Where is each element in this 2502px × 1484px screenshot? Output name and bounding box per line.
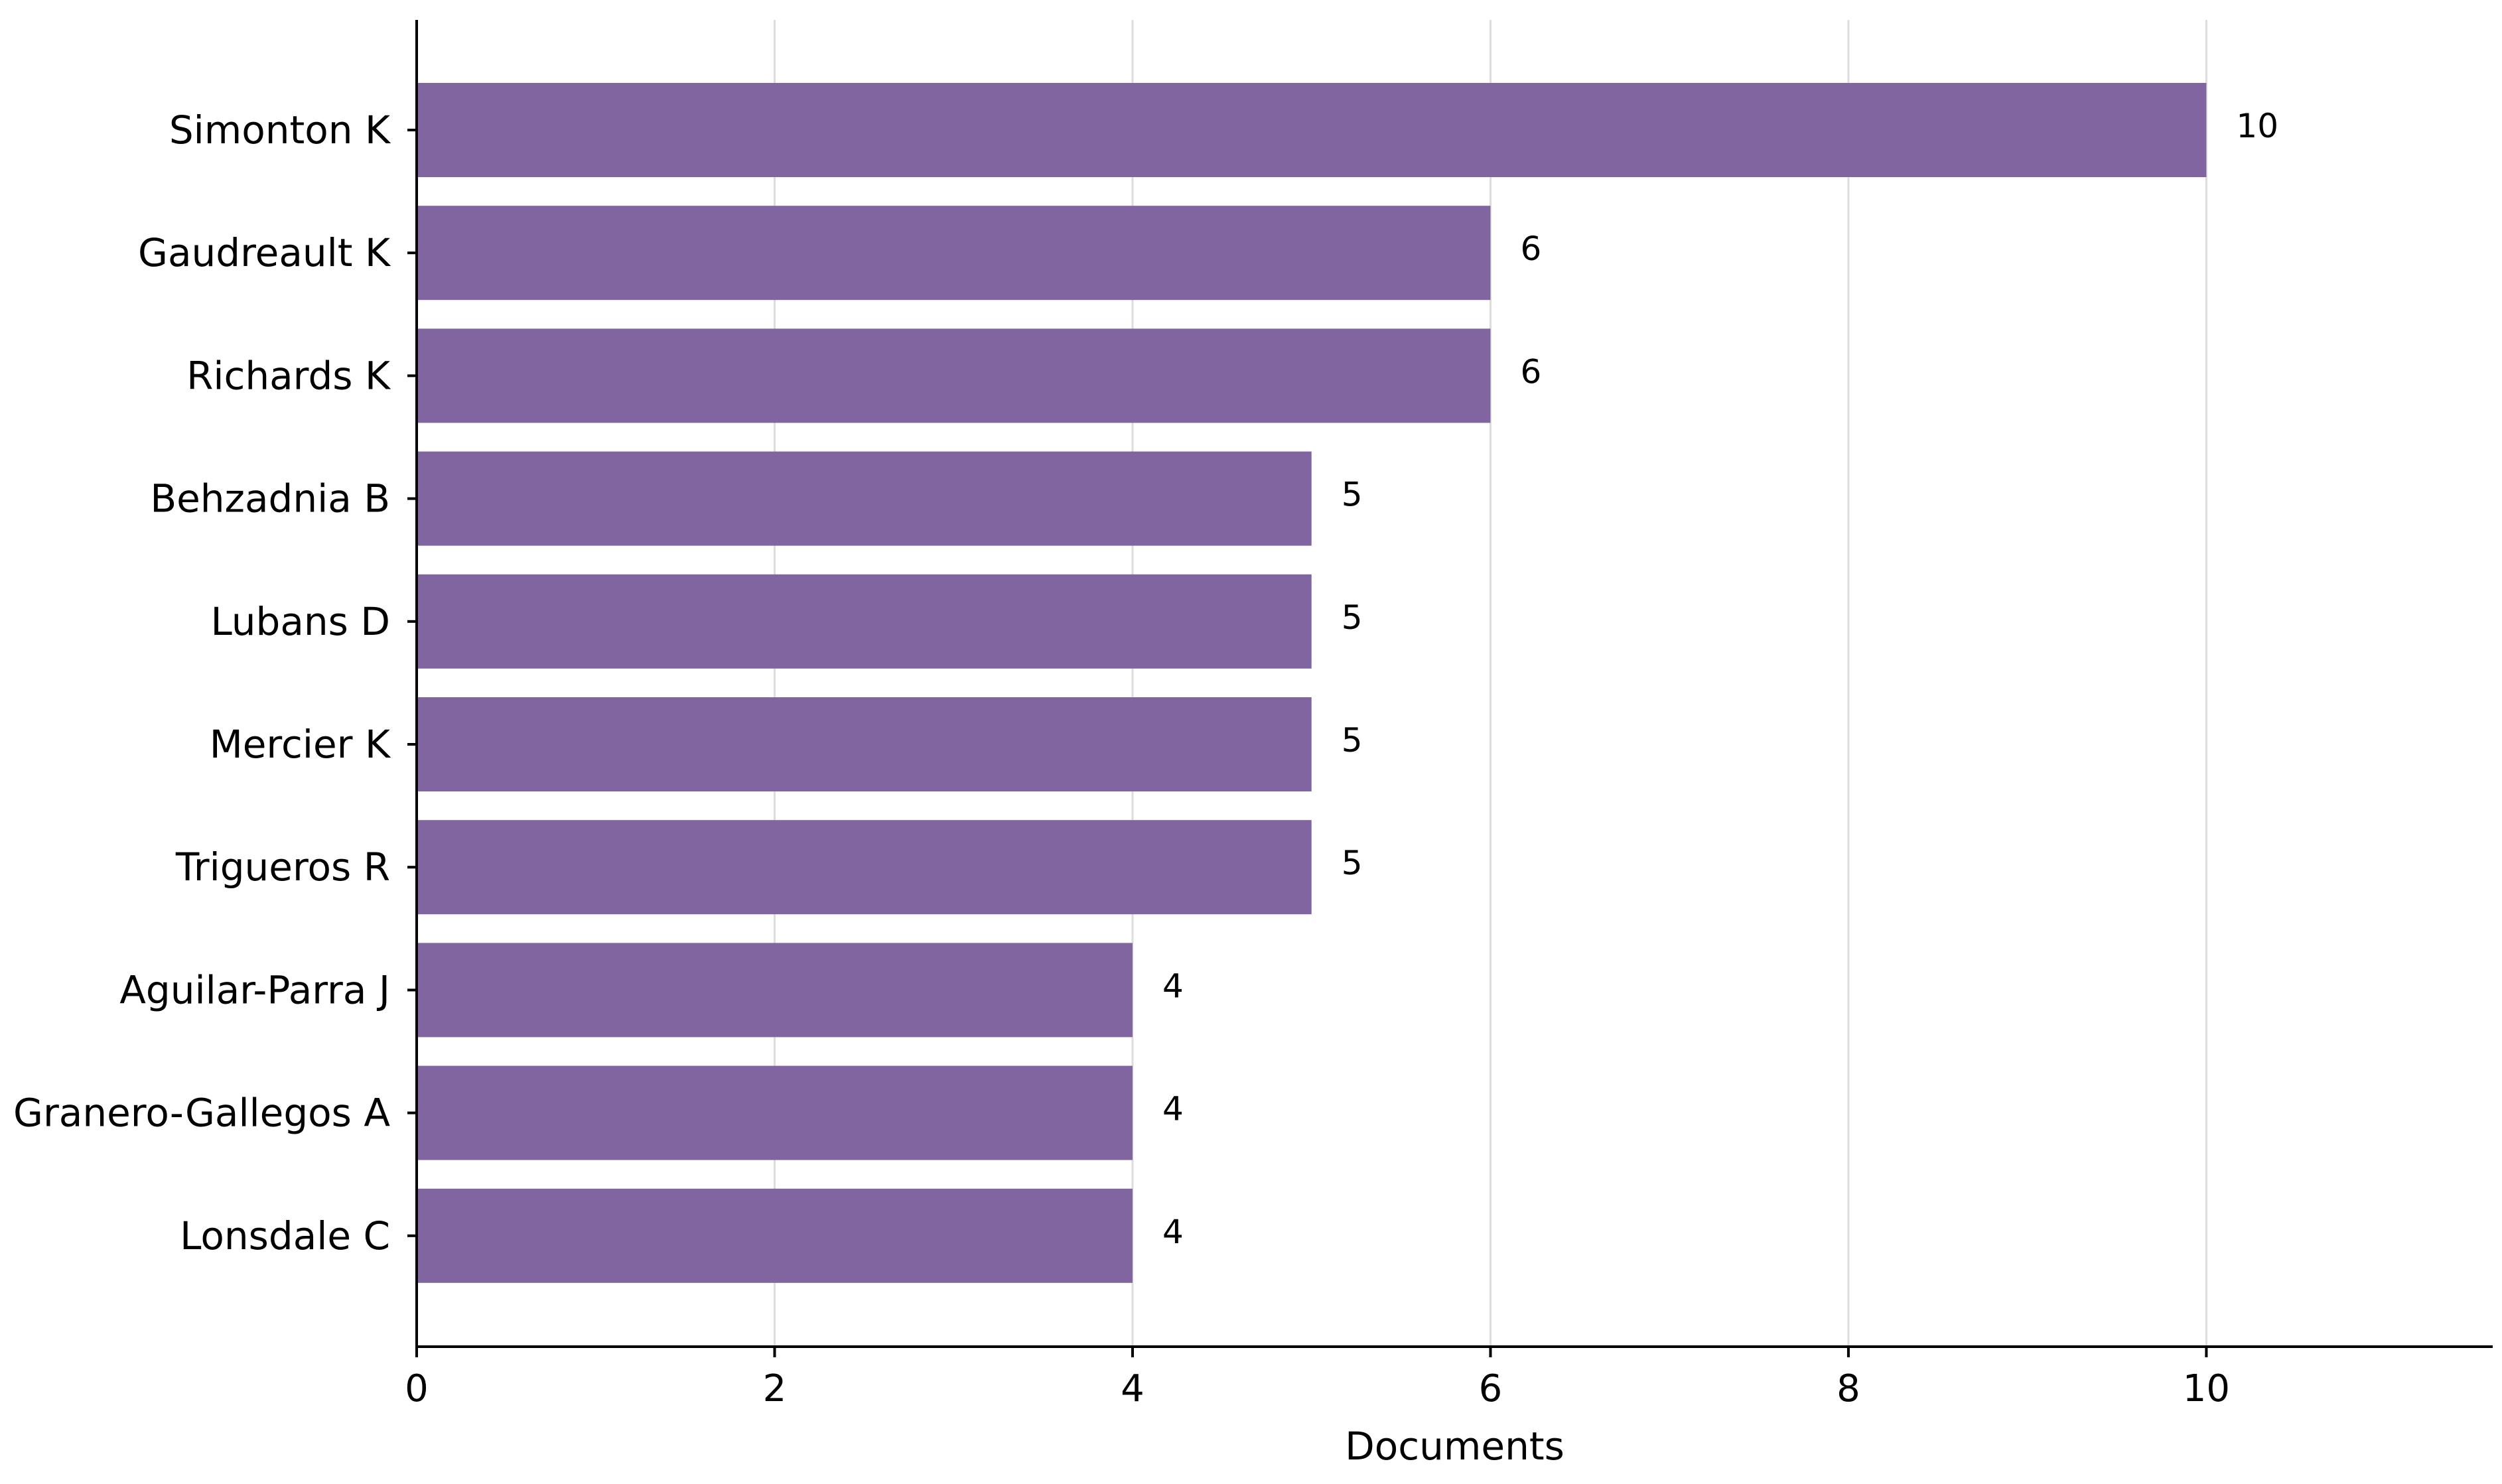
value-label: 5 <box>1342 598 1363 637</box>
x-tick-label: 4 <box>1121 1367 1145 1410</box>
bar <box>417 1188 1133 1283</box>
y-tick-labels: Simonton K Gaudreault K Richards K Behzadni… <box>13 107 417 1258</box>
category-label: Richards K <box>186 353 391 398</box>
value-label: 4 <box>1162 1213 1184 1251</box>
bar <box>417 83 2207 177</box>
value-label: 4 <box>1162 1090 1184 1128</box>
category-label: Behzadnia B <box>150 476 390 521</box>
value-labels: 10 6 6 5 5 5 5 4 4 4 <box>1162 107 2278 1251</box>
value-label: 4 <box>1162 967 1184 1005</box>
x-tick-labels: 0 2 4 6 8 10 <box>405 1347 2230 1410</box>
axes <box>415 20 2493 1348</box>
bar <box>417 574 1312 669</box>
bar <box>417 328 1491 423</box>
value-label: 5 <box>1342 844 1363 882</box>
bar <box>417 943 1133 1038</box>
bars <box>417 83 2207 1283</box>
bar <box>417 820 1312 915</box>
value-label: 5 <box>1342 721 1363 760</box>
category-label: Simonton K <box>169 107 391 153</box>
value-label: 5 <box>1342 476 1363 514</box>
value-label: 6 <box>1520 352 1541 391</box>
value-label: 10 <box>2236 107 2278 145</box>
x-tick-label: 6 <box>1479 1367 1503 1410</box>
category-label: Gaudreault K <box>138 230 391 275</box>
bar <box>417 697 1312 791</box>
category-label: Lubans D <box>211 599 391 644</box>
x-tick-label: 0 <box>405 1367 429 1410</box>
x-tick-label: 8 <box>1837 1367 1860 1410</box>
category-label: Aguilar-Parra J <box>119 967 390 1012</box>
category-label: Granero-Gallegos A <box>13 1091 390 1136</box>
value-label: 6 <box>1520 230 1541 268</box>
x-axis-title: Documents <box>1345 1424 1564 1469</box>
x-tick-label: 2 <box>763 1367 787 1410</box>
x-tick-label: 10 <box>2183 1367 2230 1410</box>
category-label: Lonsdale C <box>180 1213 390 1258</box>
bar <box>417 1065 1133 1160</box>
category-label: Trigueros R <box>175 844 390 890</box>
category-label: Mercier K <box>210 722 391 767</box>
bar <box>417 451 1312 546</box>
bar <box>417 206 1491 301</box>
